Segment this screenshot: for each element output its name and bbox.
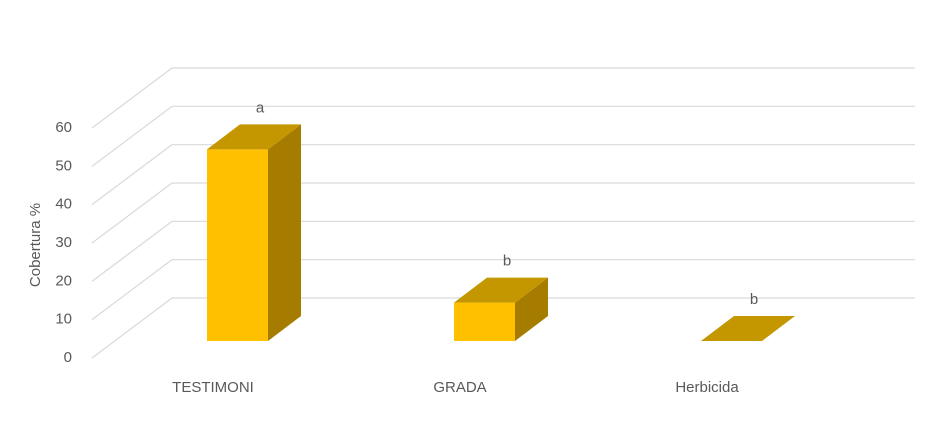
grid-line <box>91 182 173 244</box>
x-tick-label: Herbicida <box>675 379 739 396</box>
y-tick-label: 10 <box>55 311 72 328</box>
y-tick-label: 0 <box>64 349 72 366</box>
x-tick-label: GRADA <box>433 379 486 396</box>
grid-line <box>91 220 173 282</box>
y-axis-label: Cobertura % <box>27 203 44 287</box>
bar-top <box>701 316 795 341</box>
bar <box>454 277 548 341</box>
y-tick-label: 40 <box>55 196 72 213</box>
bar-front <box>207 149 268 341</box>
grid-line <box>91 259 173 321</box>
bar-top <box>454 277 548 303</box>
annotation: b <box>503 253 511 270</box>
y-tick-label: 60 <box>55 119 72 136</box>
annotation: a <box>256 99 265 116</box>
bar-side <box>515 277 548 341</box>
bar <box>701 316 795 341</box>
y-tick-label: 30 <box>55 234 72 251</box>
bar-top <box>207 124 301 150</box>
x-tick-label: TESTIMONI <box>172 379 254 396</box>
y-tick-label: 50 <box>55 157 72 174</box>
annotation: b <box>750 291 758 308</box>
bar-front <box>454 302 515 341</box>
bar-side <box>268 124 301 341</box>
grid-line <box>91 144 173 206</box>
bar <box>207 124 301 341</box>
grid-line <box>91 67 173 129</box>
grid-line <box>91 105 173 167</box>
grid-line <box>91 297 173 359</box>
y-tick-label: 20 <box>55 272 72 289</box>
